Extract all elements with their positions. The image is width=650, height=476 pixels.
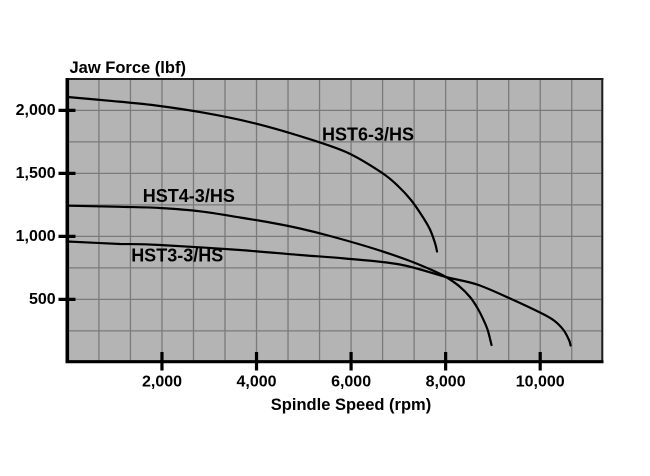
svg-text:1,000: 1,000 (16, 228, 56, 245)
svg-text:HST3-3/HS: HST3-3/HS (131, 246, 223, 266)
svg-text:500: 500 (29, 291, 56, 308)
svg-text:HST6-3/HS: HST6-3/HS (322, 124, 414, 144)
svg-text:1,500: 1,500 (16, 165, 56, 182)
svg-text:2,000: 2,000 (142, 374, 182, 391)
svg-text:Spindle Speed (rpm): Spindle Speed (rpm) (271, 396, 431, 414)
svg-text:2,000: 2,000 (16, 102, 56, 119)
svg-text:Jaw Force (lbf): Jaw Force (lbf) (70, 59, 186, 77)
svg-text:HST4-3/HS: HST4-3/HS (143, 186, 235, 206)
svg-text:4,000: 4,000 (236, 374, 276, 391)
svg-text:10,000: 10,000 (516, 374, 565, 391)
svg-text:8,000: 8,000 (426, 374, 466, 391)
svg-text:6,000: 6,000 (331, 374, 371, 391)
